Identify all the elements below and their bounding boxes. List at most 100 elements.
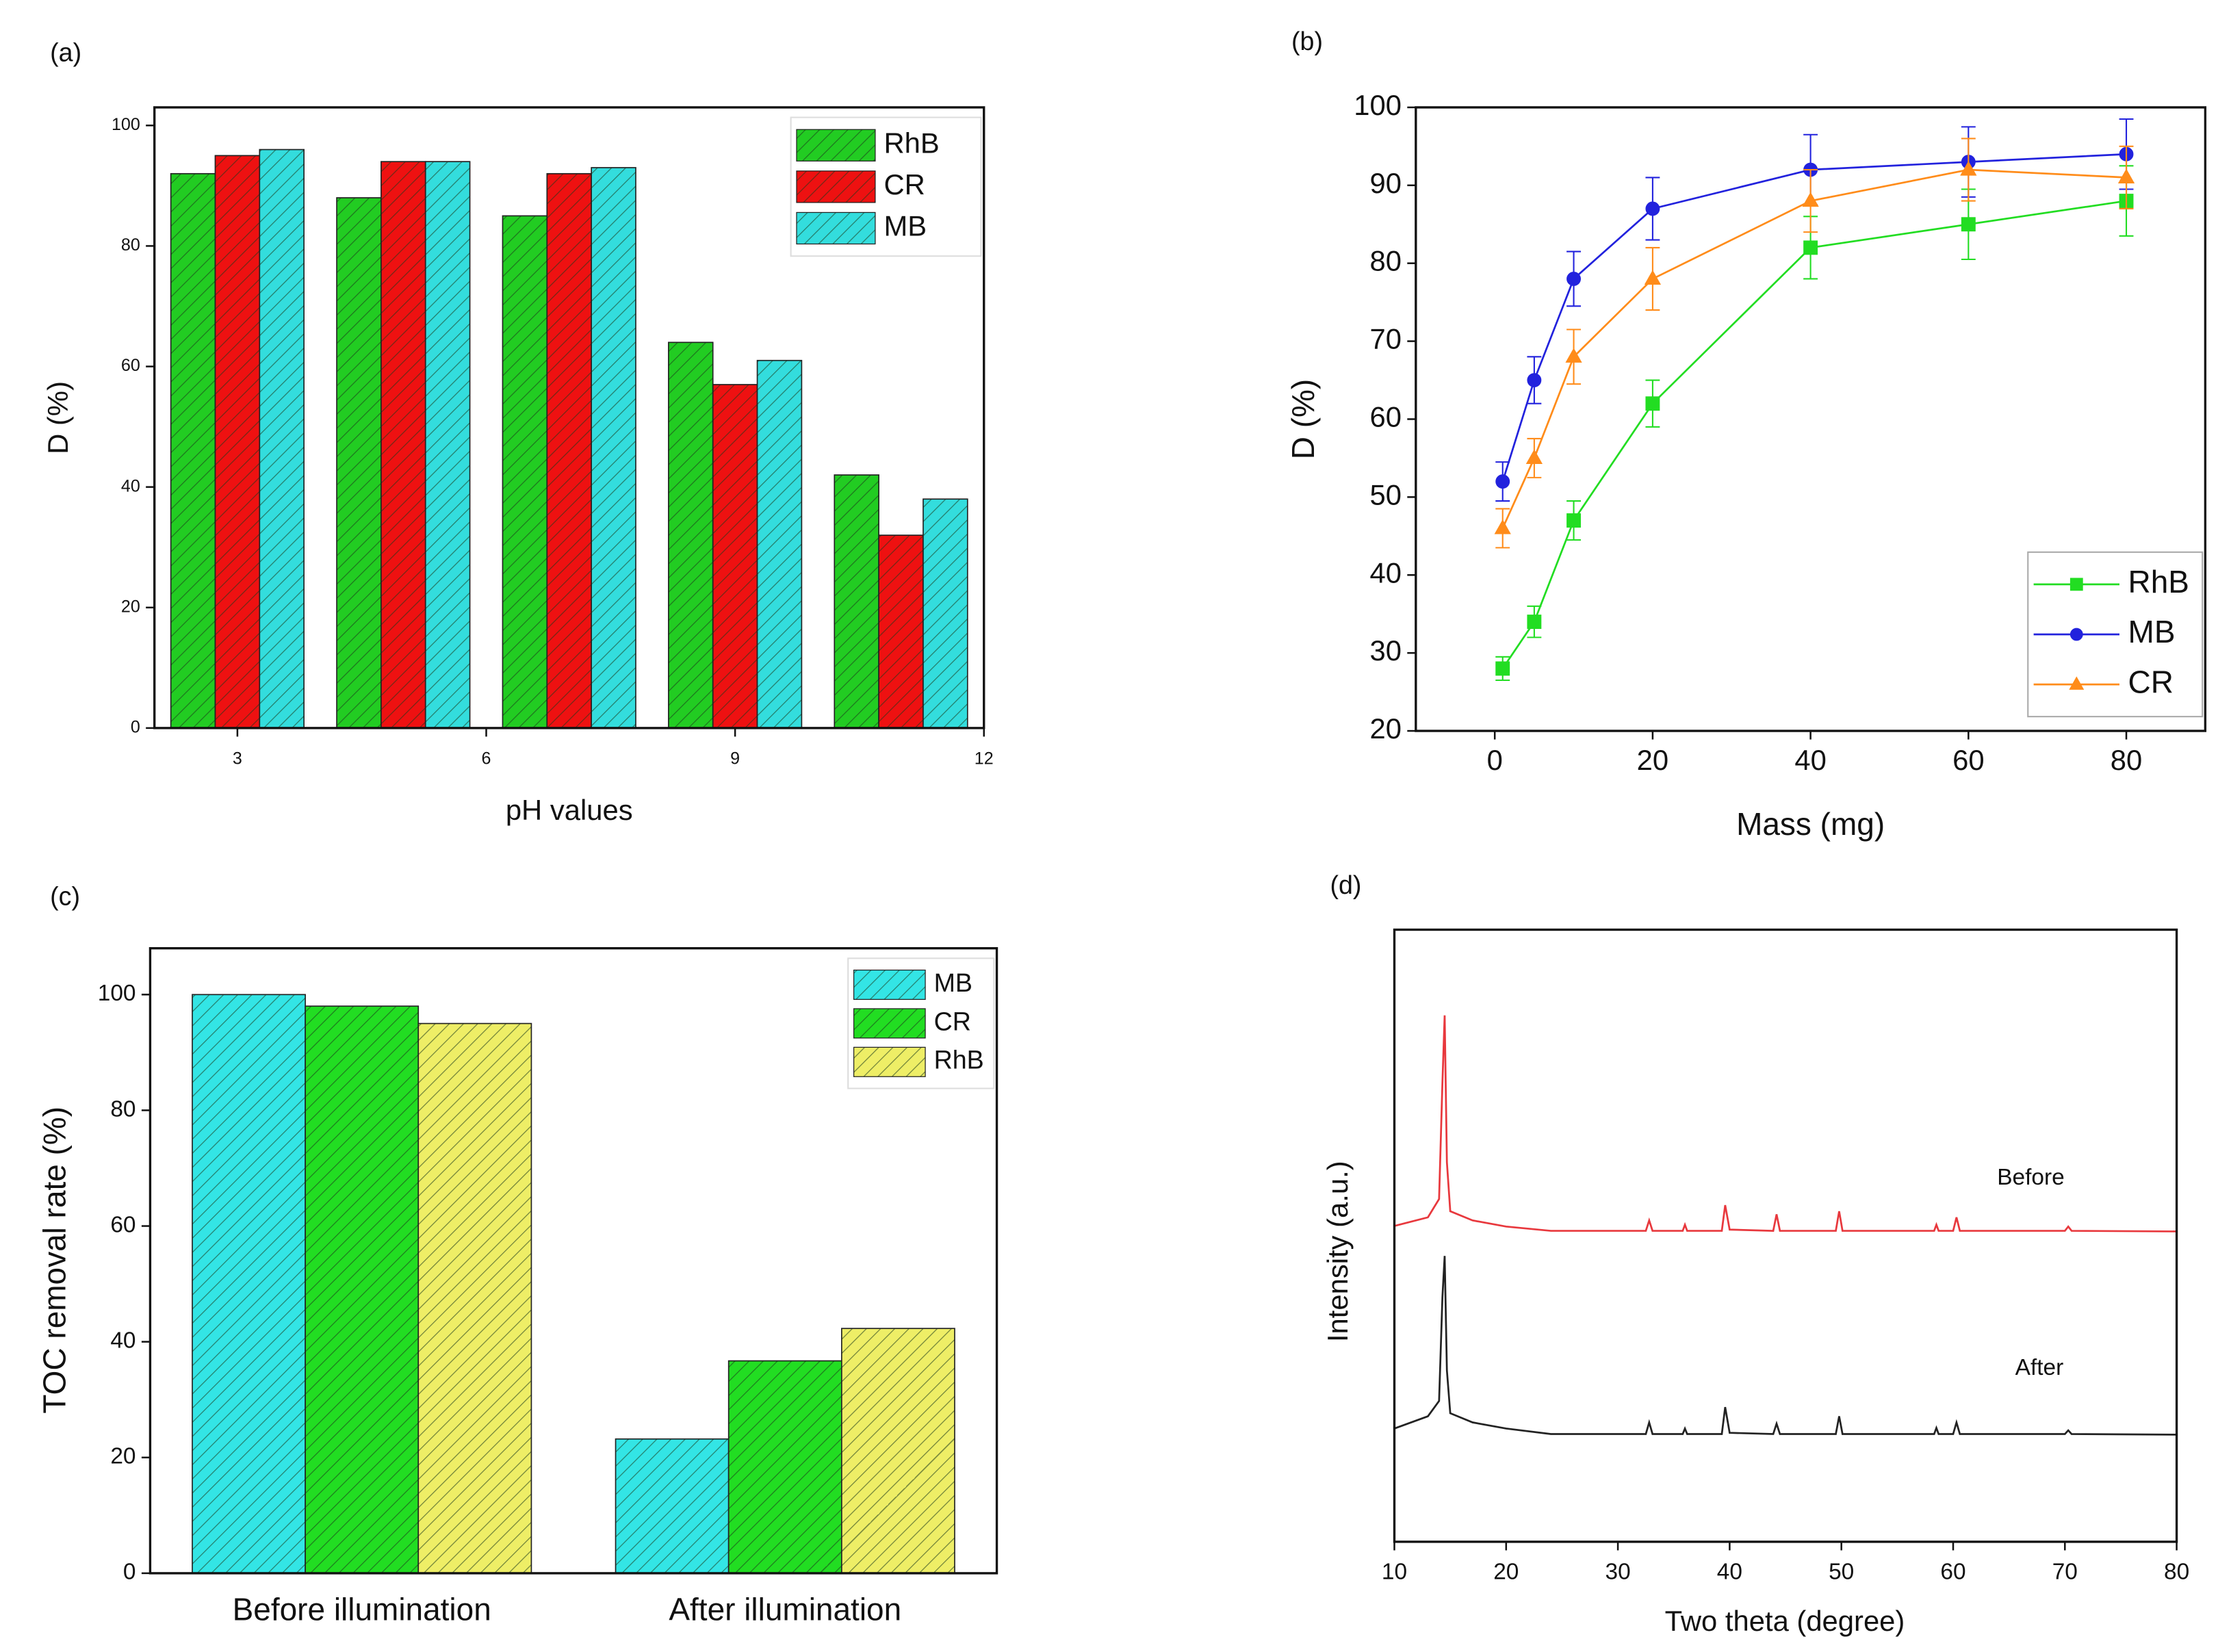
y-tick-label: 60 (110, 1212, 136, 1237)
y-tick-label: 20 (110, 1444, 136, 1469)
x-tick-label: 30 (1605, 1560, 1631, 1585)
legend-label: CR (934, 1007, 971, 1035)
legend-swatch (796, 129, 876, 162)
bar (381, 161, 426, 729)
legend-swatch (853, 1046, 926, 1077)
plot-frame (1393, 928, 2178, 1543)
legend-label: RhB (884, 127, 939, 159)
marker (1645, 396, 1660, 411)
y-tick-label: 100 (112, 115, 140, 134)
marker (1802, 192, 1819, 207)
bar (502, 215, 548, 729)
y-tick-label: 20 (1369, 712, 1401, 745)
legend-label: MB (2128, 614, 2176, 649)
bar (834, 474, 879, 729)
legend-label: CR (884, 168, 925, 201)
bar (841, 1328, 955, 1574)
legend-label: CR (2128, 664, 2174, 699)
bar (615, 1438, 730, 1574)
bar (546, 172, 592, 729)
legend-swatch (853, 1008, 926, 1039)
x-tick-label: 0 (1487, 744, 1503, 776)
x-tick-label: 12 (975, 749, 994, 768)
x-tick-label: 9 (730, 749, 740, 768)
y-tick-label: 0 (123, 1560, 136, 1585)
y-tick-label: 40 (121, 476, 140, 495)
y-axis-label: Intensity (a.u.) (1321, 1161, 1354, 1342)
marker (1495, 661, 1510, 676)
legend-label: RhB (934, 1046, 984, 1074)
series-line (1394, 1256, 2177, 1436)
bar (170, 172, 216, 729)
y-tick-label: 60 (1369, 401, 1401, 433)
plot-frame (1415, 106, 2207, 732)
x-axis-label: Two theta (degree) (1665, 1605, 1905, 1637)
legend-swatch (796, 170, 876, 203)
series-label: After (2015, 1355, 2064, 1380)
marker (1803, 240, 1818, 255)
x-tick-label: 70 (2052, 1560, 2078, 1585)
legend-swatch (853, 969, 926, 1001)
marker (1566, 513, 1582, 528)
bar (923, 498, 968, 729)
y-axis-label: D (%) (1285, 379, 1321, 459)
plot-frame (153, 106, 985, 730)
legend-swatch (796, 211, 876, 245)
marker (1565, 348, 1582, 363)
y-tick-label: 0 (131, 717, 140, 736)
marker (1494, 519, 1511, 534)
y-tick-label: 40 (1369, 556, 1401, 589)
bar (192, 994, 306, 1574)
legend-label: RhB (2128, 564, 2189, 599)
y-tick-label: 80 (121, 235, 140, 255)
x-tick-label: 50 (1829, 1560, 1854, 1585)
x-tick-label: 3 (233, 749, 242, 768)
marker (2069, 578, 2083, 591)
x-tick-label: Before illumination (233, 1591, 491, 1627)
marker (1566, 272, 1582, 286)
x-tick-label: 80 (2111, 744, 2142, 776)
marker (1495, 474, 1510, 489)
marker (1525, 449, 1543, 464)
panel-label: (d) (1330, 870, 1361, 899)
bar (668, 341, 714, 729)
y-tick-label: 80 (110, 1096, 136, 1122)
bar (712, 384, 758, 729)
panel-label: (b) (1291, 27, 1323, 55)
bar (591, 167, 636, 729)
panel-label: (c) (50, 881, 80, 910)
y-tick-label: 100 (98, 981, 136, 1006)
series-label: Before (1997, 1165, 2064, 1190)
y-tick-label: 60 (121, 356, 140, 375)
marker (1644, 270, 1662, 285)
y-tick-label: 70 (1369, 323, 1401, 355)
y-axis-label: TOC removal rate (%) (37, 1107, 73, 1414)
x-tick-label: 6 (482, 749, 491, 768)
legend-label: MB (884, 210, 927, 242)
y-tick-label: 20 (121, 597, 140, 616)
marker (1645, 201, 1660, 216)
marker (1961, 217, 1976, 232)
marker (2069, 676, 2085, 690)
marker (1527, 373, 1542, 387)
bar (878, 534, 924, 729)
x-tick-label: 20 (1637, 744, 1668, 776)
x-tick-label: 10 (1382, 1560, 1407, 1585)
y-tick-label: 40 (110, 1328, 136, 1353)
bar (305, 1005, 420, 1574)
y-tick-label: 90 (1369, 167, 1401, 199)
marker (1960, 161, 1977, 176)
x-tick-label: 40 (1794, 744, 1826, 776)
y-tick-label: 100 (1354, 89, 1402, 121)
bar (259, 149, 305, 729)
bar (336, 197, 382, 729)
marker (1527, 615, 1542, 630)
x-tick-label: 80 (2164, 1560, 2189, 1585)
marker (2069, 628, 2083, 641)
panel-label: (a) (50, 38, 81, 67)
x-axis-label: pH values (506, 794, 633, 826)
plot-frame (149, 947, 998, 1575)
x-tick-label: 40 (1717, 1560, 1742, 1585)
bar (214, 155, 261, 729)
